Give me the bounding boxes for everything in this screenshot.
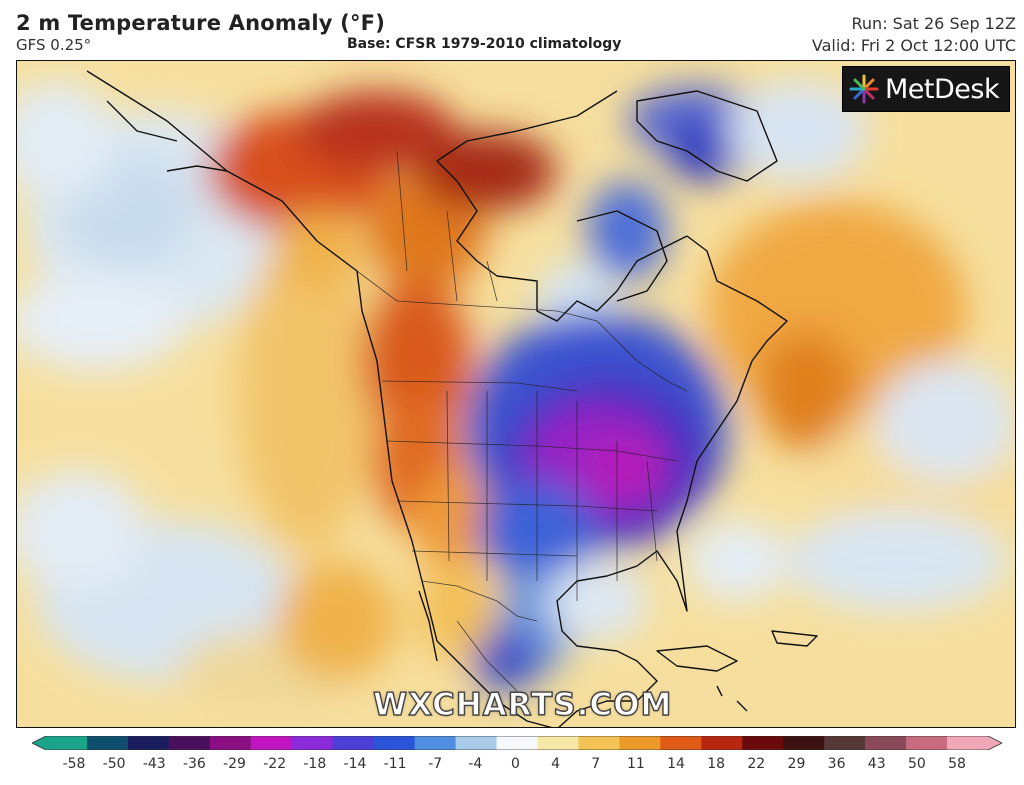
colorbar-arrow-high <box>988 736 1002 750</box>
colorbar-tick-label: 7 <box>591 756 601 772</box>
colorbar-tick-label: -36 <box>182 756 206 772</box>
colorbar-segment <box>373 736 416 750</box>
anomaly-map: MetDesk WXCHARTS.COM <box>16 60 1016 728</box>
colorbar-segment <box>127 736 170 750</box>
colorbar-segment <box>537 736 580 750</box>
colorbar-tick-label: -7 <box>428 756 443 772</box>
colorbar-segment <box>742 736 784 750</box>
colorbar-segment <box>783 736 825 750</box>
coastlines <box>86 70 818 727</box>
colorbar-segment <box>291 736 334 750</box>
colorbar-arrow-low <box>32 736 46 750</box>
colorbar-tick-label: 50 <box>907 756 926 772</box>
colorbar-tick-label: 4 <box>551 756 561 772</box>
anomaly-field <box>17 81 1015 711</box>
colorbar-tick-label: -14 <box>343 756 367 772</box>
colorbar-tick-label: -50 <box>102 756 126 772</box>
state-borders <box>356 150 688 692</box>
climatology-base-label: Base: CFSR 1979-2010 climatology <box>347 36 622 52</box>
colorbar-segment <box>947 736 989 750</box>
colorbar-tick-label: -58 <box>62 756 86 772</box>
colorbar-segment <box>701 736 743 750</box>
colorbar-segment <box>168 736 211 750</box>
colorbar-segment <box>455 736 498 750</box>
colorbar-segment <box>865 736 907 750</box>
colorbar-segment <box>619 736 661 750</box>
colorbar-segment <box>496 736 539 750</box>
colorbar-segment <box>578 736 620 750</box>
colorbar-tick-label: 14 <box>667 756 685 772</box>
colorbar-tick-labels: -58 -50 -43 -36 -29 -22 -18 -14 -11 -7 -4 0 4 7 11 14 18… <box>0 756 1024 776</box>
colorbar-tick-label: 36 <box>827 756 846 772</box>
colorbar-segment <box>824 736 866 750</box>
wxcharts-watermark: WXCHARTS.COM <box>372 686 673 723</box>
colorbar-tick-label: 0 <box>511 756 520 772</box>
colorbar-segment <box>332 736 375 750</box>
colorbar-tick-label: 58 <box>948 756 966 772</box>
metdesk-logo-text: MetDesk <box>885 73 1000 105</box>
colorbar-tick-label: -29 <box>223 756 246 772</box>
colorbar-tick-label: -43 <box>142 756 166 772</box>
colorbar-segment <box>250 736 293 750</box>
colorbar-tick-label: -4 <box>468 756 483 772</box>
colorbar-tick-label: 29 <box>787 756 806 772</box>
run-time-label: Run: Sat 26 Sep 12Z <box>851 14 1016 33</box>
colorbar-segment <box>660 736 702 750</box>
colorbar-segment <box>414 736 457 750</box>
colorbar-segment <box>46 736 88 750</box>
valid-time-label: Valid: Fri 2 Oct 12:00 UTC <box>811 36 1016 55</box>
metdesk-burst-icon <box>849 74 879 104</box>
metdesk-logo: MetDesk <box>842 66 1010 112</box>
colorbar-tick-label: -11 <box>383 756 407 772</box>
colorbar-tick-label: 22 <box>747 756 766 772</box>
colorbar-segment <box>86 736 129 750</box>
colorbar-tick-label: -22 <box>263 756 287 772</box>
colorbar-tick-label: 43 <box>867 756 886 772</box>
colorbar-tick-label: -18 <box>303 756 327 772</box>
chart-title: 2 m Temperature Anomaly (°F) <box>16 11 385 35</box>
map-canvas <box>17 61 1015 727</box>
colorbar <box>32 736 1002 750</box>
colorbar-segment <box>906 736 948 750</box>
colorbar-tick-label: 11 <box>626 756 645 772</box>
colorbar-segment <box>209 736 252 750</box>
model-label: GFS 0.25° <box>16 36 92 54</box>
colorbar-tick-label: 18 <box>707 756 726 772</box>
